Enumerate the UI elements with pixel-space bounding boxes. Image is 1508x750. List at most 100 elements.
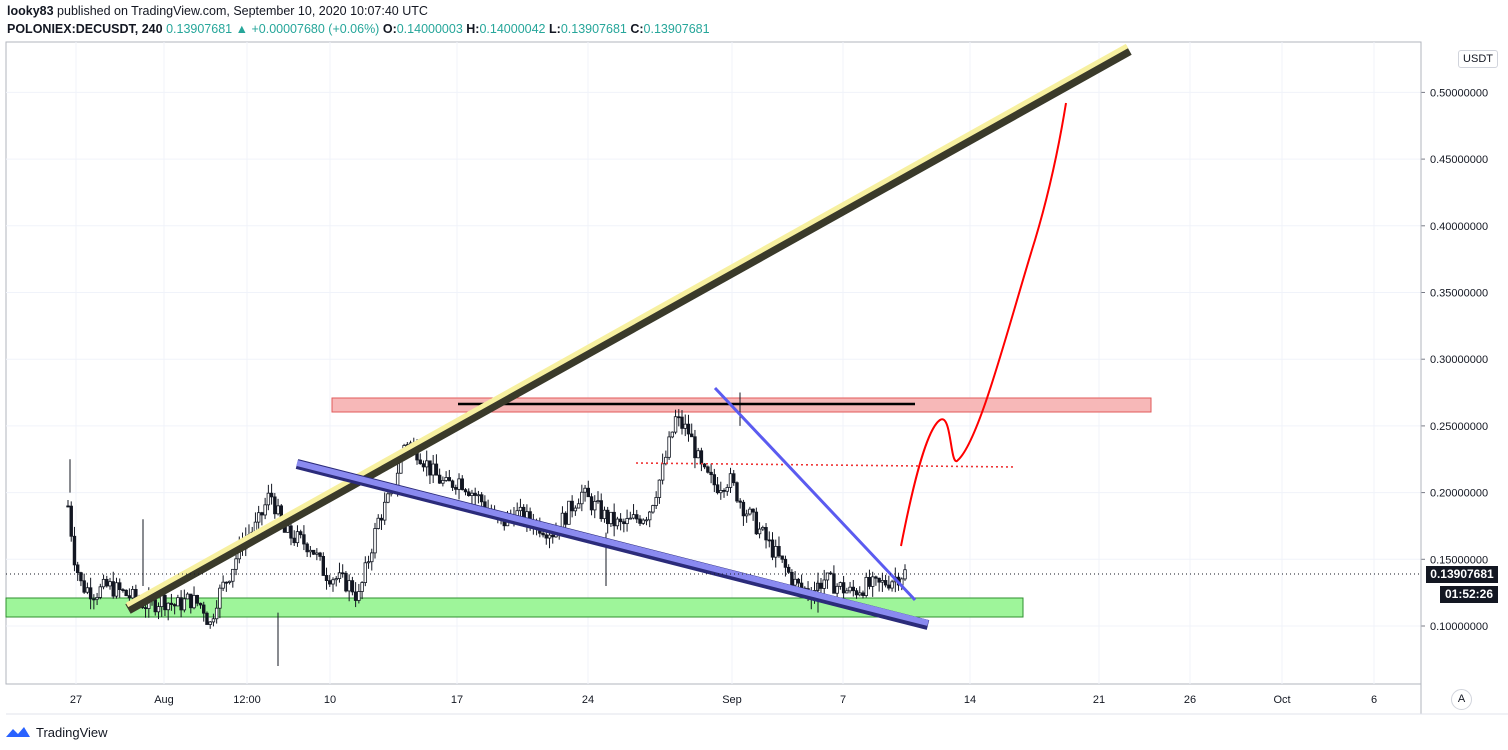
change-value: +0.00007680 (+0.06%) — [251, 22, 380, 36]
candle-body — [819, 582, 823, 589]
candle-body — [673, 416, 678, 433]
channel-blue-lower[interactable] — [296, 460, 929, 626]
candle-body — [69, 505, 73, 537]
y-tick-label: 0.25000000 — [1430, 421, 1488, 433]
dotted-level-line[interactable] — [635, 462, 1016, 468]
x-tick-label: 7 — [840, 694, 846, 706]
candle-body — [198, 602, 203, 606]
candle-body — [276, 505, 280, 515]
candle-body — [576, 503, 581, 509]
candle-body — [321, 556, 326, 576]
candle-body — [95, 597, 99, 600]
candle-body — [880, 580, 885, 583]
y-tick-label: 0.45000000 — [1430, 154, 1488, 166]
candle-body — [680, 416, 684, 429]
candle-body — [858, 592, 862, 596]
candle-body — [651, 505, 655, 513]
candle-body — [383, 501, 387, 521]
projection-path[interactable] — [900, 102, 1067, 547]
close-label: C: — [630, 22, 644, 36]
candle-body — [176, 597, 180, 607]
candle-body — [580, 491, 584, 505]
candle-body — [647, 511, 652, 521]
x-tick-label: 26 — [1184, 694, 1196, 706]
candle-body — [722, 490, 726, 492]
candle-body — [751, 508, 755, 513]
candle-body — [105, 578, 109, 587]
candle-body — [318, 552, 322, 557]
candle-body — [298, 531, 303, 536]
candle-body — [121, 589, 125, 591]
y-tick-label: 0.35000000 — [1430, 288, 1488, 300]
candle-body — [690, 433, 694, 438]
x-tick-label: 10 — [324, 694, 336, 706]
candle-body — [447, 477, 452, 482]
candle-body — [302, 534, 306, 545]
candle-body — [328, 580, 332, 585]
candle-body — [867, 576, 872, 587]
candle-body — [518, 506, 523, 512]
candle-body — [774, 546, 778, 558]
trendline-yellow[interactable] — [125, 43, 1129, 608]
published-text: published on TradingView.com, September … — [57, 4, 428, 18]
candle-body — [66, 505, 70, 508]
candle-body — [848, 586, 852, 592]
candle-body — [379, 517, 384, 521]
trendline-yellow-outline[interactable] — [125, 45, 1132, 614]
candle-body — [677, 416, 681, 419]
candle-body — [437, 474, 442, 484]
candle-body — [660, 463, 665, 481]
candle-body — [153, 599, 157, 613]
support-zone[interactable] — [5, 597, 1024, 618]
candle-body — [696, 450, 700, 459]
candle-body — [315, 552, 319, 555]
candle-body — [835, 585, 839, 594]
candle-body — [699, 450, 704, 465]
candle-body — [350, 580, 355, 593]
candle-body — [593, 500, 597, 511]
candle-body — [127, 595, 132, 599]
candle-body — [479, 494, 484, 503]
low-label: L: — [549, 22, 561, 36]
channel-blue-upper[interactable] — [713, 386, 917, 602]
candle-body — [286, 525, 290, 533]
candle-body — [143, 607, 148, 610]
candle-body — [334, 578, 338, 581]
candle-body — [289, 525, 293, 539]
candle-body — [615, 518, 620, 527]
author-name[interactable]: looky83 — [7, 4, 54, 18]
auto-scale-button[interactable]: A — [1451, 689, 1472, 710]
chart-grid — [6, 42, 1421, 684]
candle-body — [841, 582, 846, 594]
candle-body — [583, 487, 587, 493]
y-tick-label: 0.10000000 — [1430, 621, 1488, 633]
candle-body — [373, 528, 377, 554]
candle-body — [551, 534, 555, 538]
candle-body — [82, 580, 86, 593]
candle-body — [295, 531, 300, 544]
x-tick-label: 21 — [1093, 694, 1105, 706]
x-tick-label: Aug — [154, 694, 174, 706]
candle-body — [796, 578, 801, 584]
last-value: 0.13907681 — [166, 22, 233, 36]
candle-body — [441, 480, 445, 484]
candle-body — [570, 500, 574, 512]
candle-body — [712, 474, 717, 486]
candle-body — [832, 573, 836, 594]
candle-body — [783, 558, 788, 568]
candle-body — [292, 537, 296, 544]
candle-body — [757, 528, 762, 535]
candle-body — [266, 492, 271, 506]
candle-body — [454, 487, 458, 490]
candle-body — [463, 489, 468, 493]
candle-body — [444, 477, 448, 481]
candle-body — [667, 436, 671, 458]
symbol-label[interactable]: POLONIEX:DECUSDT, 240 — [7, 22, 163, 36]
tradingview-footer[interactable]: TradingView — [4, 722, 108, 742]
currency-badge[interactable]: USDT — [1458, 50, 1498, 68]
chart-pane[interactable] — [5, 41, 1422, 685]
candle-body — [467, 491, 471, 497]
candle-body — [360, 582, 364, 592]
candle-body — [211, 618, 216, 623]
